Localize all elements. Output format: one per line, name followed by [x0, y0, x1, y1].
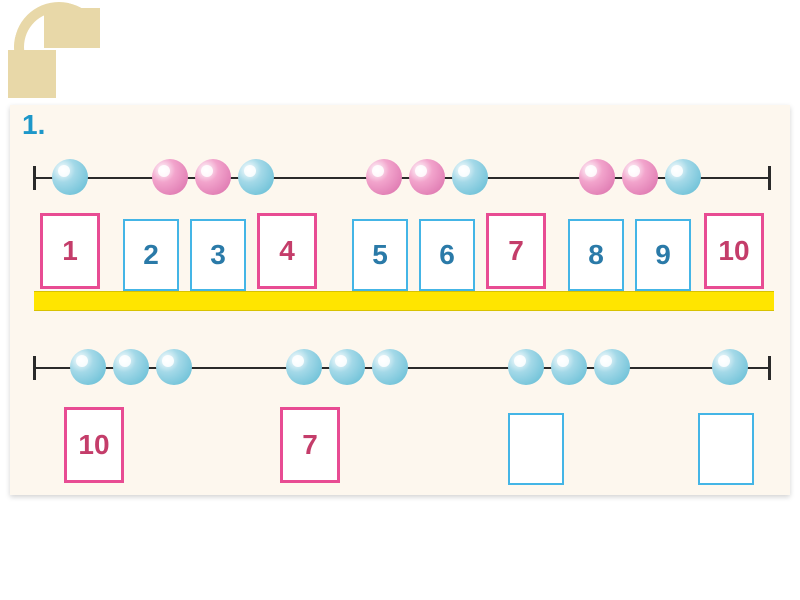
- number-box-label: 7: [508, 235, 524, 267]
- number-box: 5: [352, 219, 408, 291]
- number-box-label: 6: [439, 239, 455, 271]
- number-box-row-top: 1 2 3 4 5 6 7 8 9 10: [10, 211, 790, 291]
- number-box-row-bottom: 10 7: [10, 405, 790, 485]
- number-box-label: 10: [78, 429, 109, 461]
- pink-bead: [195, 159, 231, 195]
- cyan-bead: [238, 159, 274, 195]
- pink-bead: [579, 159, 615, 195]
- cyan-bead: [594, 349, 630, 385]
- pink-bead: [152, 159, 188, 195]
- pink-bead: [622, 159, 658, 195]
- number-box: 10: [704, 213, 764, 289]
- cyan-bead: [712, 349, 748, 385]
- number-box: 7: [486, 213, 546, 289]
- number-box-label: 1: [62, 235, 78, 267]
- number-box-label: 5: [372, 239, 388, 271]
- yellow-bar: [34, 291, 774, 311]
- cyan-bead: [286, 349, 322, 385]
- cyan-bead: [508, 349, 544, 385]
- number-box-label: 8: [588, 239, 604, 271]
- cyan-bead: [156, 349, 192, 385]
- number-box-label: 4: [279, 235, 295, 267]
- pink-bead: [366, 159, 402, 195]
- cyan-bead: [452, 159, 488, 195]
- number-box: [508, 413, 564, 485]
- cyan-bead: [372, 349, 408, 385]
- number-box: 2: [123, 219, 179, 291]
- cyan-bead: [329, 349, 365, 385]
- cyan-bead: [665, 159, 701, 195]
- cyan-bead: [551, 349, 587, 385]
- number-box-label: 2: [143, 239, 159, 271]
- cyan-bead: [52, 159, 88, 195]
- number-box: 3: [190, 219, 246, 291]
- number-box: 10: [64, 407, 124, 483]
- number-box-label: 10: [718, 235, 749, 267]
- number-box: 4: [257, 213, 317, 289]
- decorative-corner: [8, 8, 103, 98]
- exercise-number: 1.: [22, 109, 45, 141]
- exercise-card: 1. 1 2 3 4 5 6 7 8 9 10 10 7: [10, 105, 790, 495]
- number-box: 9: [635, 219, 691, 291]
- number-box: [698, 413, 754, 485]
- number-box-label: 7: [302, 429, 318, 461]
- number-box-label: 9: [655, 239, 671, 271]
- number-box: 6: [419, 219, 475, 291]
- cyan-bead: [113, 349, 149, 385]
- number-box: 7: [280, 407, 340, 483]
- cyan-bead: [70, 349, 106, 385]
- number-box-label: 3: [210, 239, 226, 271]
- bead-row-bottom: [10, 367, 790, 407]
- number-box: 1: [40, 213, 100, 289]
- number-box: 8: [568, 219, 624, 291]
- pink-bead: [409, 159, 445, 195]
